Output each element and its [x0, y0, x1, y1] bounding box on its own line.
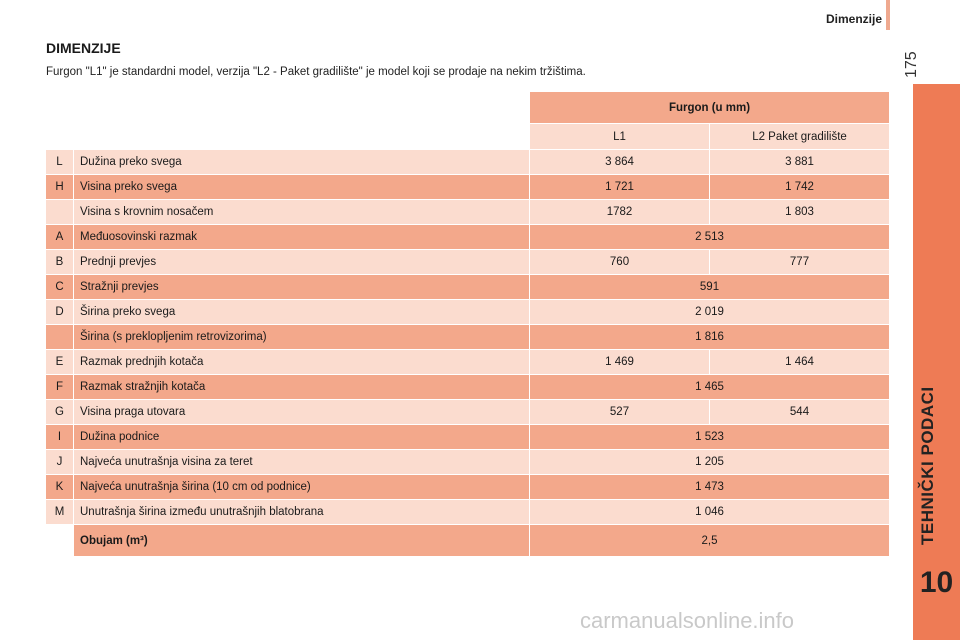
- row-code: B: [46, 250, 74, 275]
- group-header: Furgon (u mm): [530, 92, 890, 124]
- table-row: D Širina preko svega 2 019: [46, 300, 890, 325]
- row-value-l2: 3 881: [710, 150, 890, 175]
- table-row: Visina s krovnim nosačem 1782 1 803: [46, 200, 890, 225]
- row-code: A: [46, 225, 74, 250]
- row-value-l2: 1 803: [710, 200, 890, 225]
- row-code: J: [46, 450, 74, 475]
- row-value-l1: 1 721: [530, 175, 710, 200]
- table-row: H Visina preko svega 1 721 1 742: [46, 175, 890, 200]
- table-row: J Najveća unutrašnja visina za teret 1 205: [46, 450, 890, 475]
- row-name: Razmak prednjih kotača: [74, 350, 530, 375]
- chapter-number: 10: [919, 566, 954, 599]
- row-name: Najveća unutrašnja širina (10 cm od podn…: [74, 475, 530, 500]
- row-code: E: [46, 350, 74, 375]
- row-code: [46, 325, 74, 350]
- col-header-l1: L1: [530, 124, 710, 150]
- row-value-l1: 1 469: [530, 350, 710, 375]
- table-row: Širina (s preklopljenim retrovizorima) 1 …: [46, 325, 890, 350]
- header-divider: [886, 0, 890, 30]
- table-row: M Unutrašnja širina između unutrašnjih bl…: [46, 500, 890, 525]
- table-row: B Prednji prevjes 760 777: [46, 250, 890, 275]
- row-value: 1 523: [530, 425, 890, 450]
- volume-label: Obujam (m³): [74, 525, 530, 557]
- row-name: Visina praga utovara: [74, 400, 530, 425]
- row-name: Širina (s preklopljenim retrovizorima): [74, 325, 530, 350]
- table-row: L Dužina preko svega 3 864 3 881: [46, 150, 890, 175]
- row-code: M: [46, 500, 74, 525]
- row-value: 2 019: [530, 300, 890, 325]
- row-value-l2: 1 464: [710, 350, 890, 375]
- row-name: Najveća unutrašnja visina za teret: [74, 450, 530, 475]
- row-value: 1 816: [530, 325, 890, 350]
- row-value-l1: 760: [530, 250, 710, 275]
- row-value: 1 465: [530, 375, 890, 400]
- row-value-l1: 1782: [530, 200, 710, 225]
- page-number: 175: [903, 51, 920, 78]
- table-row: E Razmak prednjih kotača 1 469 1 464: [46, 350, 890, 375]
- section-title: Dimenzije: [825, 12, 882, 26]
- row-code: L: [46, 150, 74, 175]
- row-code: K: [46, 475, 74, 500]
- row-value: 1 473: [530, 475, 890, 500]
- row-code: C: [46, 275, 74, 300]
- row-value-l2: 777: [710, 250, 890, 275]
- row-value-l2: 1 742: [710, 175, 890, 200]
- table-row: I Dužina podnice 1 523: [46, 425, 890, 450]
- row-name: Unutrašnja širina između unutrašnjih bla…: [74, 500, 530, 525]
- row-value-l1: 3 864: [530, 150, 710, 175]
- row-code: H: [46, 175, 74, 200]
- row-value-l2: 544: [710, 400, 890, 425]
- row-name: Visina s krovnim nosačem: [74, 200, 530, 225]
- header-spacer: [46, 124, 530, 150]
- row-name: Dužina preko svega: [74, 150, 530, 175]
- chapter-title: TEHNIČKI PODACI: [918, 386, 937, 545]
- table-group-header-row: Furgon (u mm): [46, 92, 890, 124]
- col-header-l2: L2 Paket gradilište: [710, 124, 890, 150]
- row-name: Širina preko svega: [74, 300, 530, 325]
- table-row: C Stražnji prevjes 591: [46, 275, 890, 300]
- row-value: 1 205: [530, 450, 890, 475]
- table-row: F Razmak stražnjih kotača 1 465: [46, 375, 890, 400]
- volume-row: Obujam (m³) 2,5: [46, 525, 890, 557]
- row-code: F: [46, 375, 74, 400]
- row-code: G: [46, 400, 74, 425]
- chapter-tab: [913, 84, 960, 640]
- table-row: G Visina praga utovara 527 544: [46, 400, 890, 425]
- row-name: Prednji prevjes: [74, 250, 530, 275]
- row-value: 2 513: [530, 225, 890, 250]
- watermark: carmanualsonline.info: [580, 608, 795, 633]
- row-name: Dužina podnice: [74, 425, 530, 450]
- intro-text: Furgon "L1" je standardni model, verzija…: [46, 66, 586, 78]
- row-code: I: [46, 425, 74, 450]
- row-value: 1 046: [530, 500, 890, 525]
- row-name: Međuosovinski razmak: [74, 225, 530, 250]
- row-code: D: [46, 300, 74, 325]
- row-code: [46, 525, 74, 557]
- table-row: A Međuosovinski razmak 2 513: [46, 225, 890, 250]
- header-spacer: [46, 92, 530, 124]
- row-value-l1: 527: [530, 400, 710, 425]
- table-body: L Dužina preko svega 3 864 3 881 H Visina pre…: [46, 150, 890, 525]
- row-name: Visina preko svega: [74, 175, 530, 200]
- volume-value: 2,5: [530, 525, 890, 557]
- row-code: [46, 200, 74, 225]
- table-row: K Najveća unutrašnja širina (10 cm od pod…: [46, 475, 890, 500]
- row-name: Stražnji prevjes: [74, 275, 530, 300]
- row-value: 591: [530, 275, 890, 300]
- row-name: Razmak stražnjih kotača: [74, 375, 530, 400]
- table-column-header-row: L1 L2 Paket gradilište: [46, 124, 890, 150]
- page-title: DIMENZIJE: [46, 40, 121, 56]
- dimensions-table: Furgon (u mm) L1 L2 Paket gradilište L Du…: [46, 92, 890, 557]
